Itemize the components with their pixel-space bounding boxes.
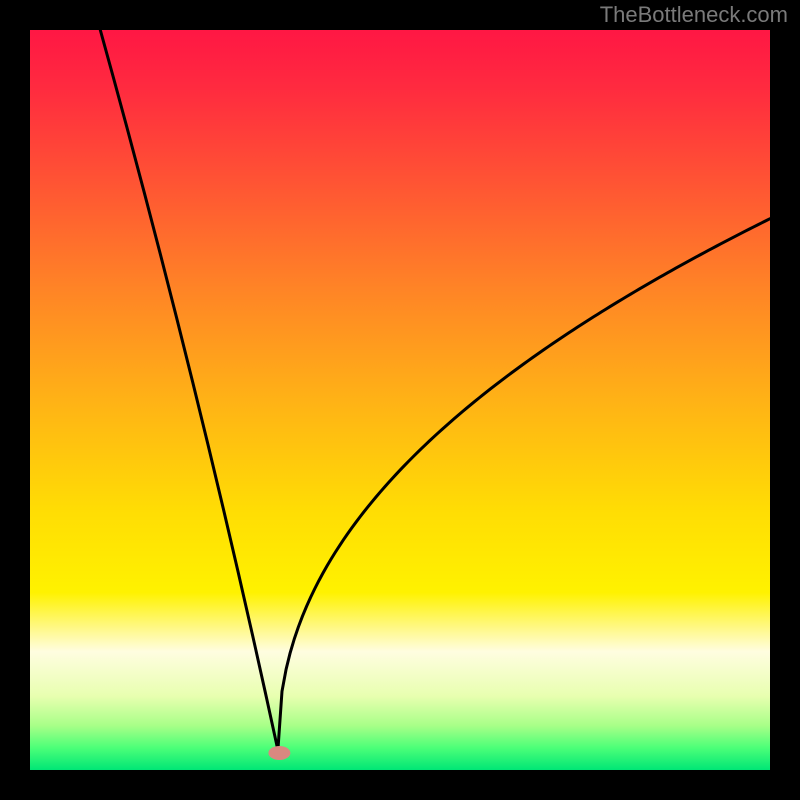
bottleneck-curve-chart: TheBottleneck.com [0, 0, 800, 800]
attribution-text: TheBottleneck.com [600, 2, 788, 27]
chart-root: TheBottleneck.com [0, 0, 800, 800]
plot-background-gradient [30, 30, 770, 770]
minimum-marker [268, 746, 290, 760]
